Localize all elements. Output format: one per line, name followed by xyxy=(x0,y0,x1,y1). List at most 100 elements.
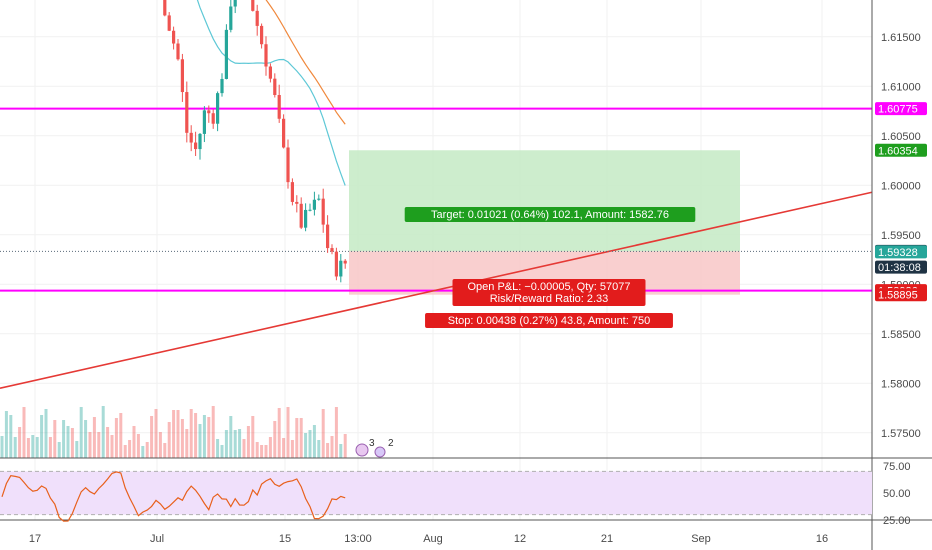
price-badge-entry[interactable]: 1.59328 xyxy=(875,245,927,259)
candle-body[interactable] xyxy=(321,198,325,225)
candle-body[interactable] xyxy=(277,95,281,119)
candle-body[interactable] xyxy=(176,43,180,60)
candle-body[interactable] xyxy=(185,92,189,133)
event-count: 3 xyxy=(369,438,375,449)
candle-body[interactable] xyxy=(189,132,193,143)
candle-body[interactable] xyxy=(334,251,338,277)
stop-label[interactable]: Stop: 0.00438 (0.27%) 43.8, Amount: 750 xyxy=(425,313,673,328)
candle-body[interactable] xyxy=(330,248,334,252)
open-pnl-label-text: Risk/Reward Ratio: 2.33 xyxy=(490,293,609,305)
open-pnl-label[interactable]: Open P&L: −0.00005, Qty: 57077Risk/Rewar… xyxy=(452,279,646,306)
volume-bar xyxy=(128,440,132,458)
price-badge-level[interactable]: 1.60775 xyxy=(875,102,927,116)
candle-body[interactable] xyxy=(268,66,272,79)
candle-body[interactable] xyxy=(339,260,343,277)
candle-body[interactable] xyxy=(290,182,294,202)
volume-bar xyxy=(31,435,35,458)
volume-bar xyxy=(211,406,215,458)
stop-label-text: Stop: 0.00438 (0.27%) 43.8, Amount: 750 xyxy=(448,315,650,327)
volume-bar xyxy=(106,427,110,458)
candle-body[interactable] xyxy=(194,142,198,150)
volume-bar xyxy=(229,416,233,458)
ma-slow-line[interactable] xyxy=(174,0,346,125)
event-count: 2 xyxy=(388,438,394,449)
volume-bar xyxy=(150,416,154,458)
trend-line[interactable] xyxy=(0,191,873,390)
volume-bar xyxy=(343,434,347,458)
rsi-line[interactable] xyxy=(1,471,346,522)
candle-body[interactable] xyxy=(343,260,347,264)
candle-body[interactable] xyxy=(299,203,303,228)
candle-body[interactable] xyxy=(180,59,184,93)
candle-body[interactable] xyxy=(304,209,308,228)
candle-body[interactable] xyxy=(172,30,176,44)
candle-body[interactable] xyxy=(264,44,268,67)
rsi-tick-label: 50.00 xyxy=(883,488,911,500)
volume-bar xyxy=(216,439,220,458)
volume-bar xyxy=(290,440,294,458)
candle-body[interactable] xyxy=(220,78,224,94)
time-tick-label: 16 xyxy=(816,533,828,545)
price-tick-label: 1.60500 xyxy=(881,131,921,143)
volume-bar xyxy=(110,435,114,458)
event-icon[interactable] xyxy=(355,443,369,457)
volume-bar xyxy=(176,410,180,458)
candle-body[interactable] xyxy=(229,6,233,30)
event-icon[interactable] xyxy=(374,446,386,458)
candle-body[interactable] xyxy=(198,133,202,150)
ma-fast-line[interactable] xyxy=(86,0,346,186)
target-zone[interactable] xyxy=(349,150,740,252)
volume-bar xyxy=(308,430,312,458)
volume-bar xyxy=(44,409,48,458)
price-tick-label: 1.58500 xyxy=(881,329,921,341)
volume-bar xyxy=(97,432,101,458)
candle-body[interactable] xyxy=(282,118,286,148)
candle-body[interactable] xyxy=(216,93,220,124)
candle-body[interactable] xyxy=(202,110,206,134)
price-tick-label: 1.58000 xyxy=(881,378,921,390)
candle-body[interactable] xyxy=(167,15,171,31)
candle-body[interactable] xyxy=(273,78,277,96)
candle-body[interactable] xyxy=(295,201,299,204)
candle-body[interactable] xyxy=(308,209,312,211)
candle-body[interactable] xyxy=(233,0,237,7)
volume-bar xyxy=(185,429,189,458)
volume-bar xyxy=(255,442,259,458)
candle-body[interactable] xyxy=(317,198,321,200)
volume-bar xyxy=(79,407,83,458)
volume-bar xyxy=(260,445,264,458)
volume-bar xyxy=(202,415,206,458)
candle-body[interactable] xyxy=(255,10,259,26)
volume-bar xyxy=(53,420,57,458)
volume-bar xyxy=(167,422,171,458)
price-tick-label: 1.61000 xyxy=(881,81,921,93)
candle-body[interactable] xyxy=(211,113,215,124)
candle-body[interactable] xyxy=(326,224,330,249)
candle-body[interactable] xyxy=(163,0,167,16)
volume-bar xyxy=(238,429,242,458)
volume-bar xyxy=(136,434,140,458)
candle-body[interactable] xyxy=(251,0,255,11)
rsi-pane[interactable] xyxy=(0,470,872,522)
candle-body[interactable] xyxy=(286,147,290,183)
volume-bar xyxy=(163,443,167,458)
price-tick-label: 1.59500 xyxy=(881,230,921,242)
price-badge-stop[interactable]: 1.58895 xyxy=(875,288,927,302)
candle-body[interactable] xyxy=(260,25,264,45)
time-tick-label: Aug xyxy=(423,533,443,545)
price-badge-target[interactable]: 1.60354 xyxy=(875,143,927,158)
volume-bar xyxy=(70,428,74,458)
volume-bar xyxy=(264,445,268,458)
price-badge-timer[interactable]: 01:38:08 xyxy=(875,260,927,275)
candles xyxy=(163,0,347,283)
time-tick-label: Sep xyxy=(691,533,711,545)
candle-body[interactable] xyxy=(312,199,316,210)
volume-bar xyxy=(40,415,44,458)
volume-bar xyxy=(312,425,316,458)
target-label[interactable]: Target: 0.01021 (0.64%) 102.1, Amount: 1… xyxy=(404,207,696,222)
candle-body[interactable] xyxy=(207,110,211,114)
open-pnl-label-text: Open P&L: −0.00005, Qty: 57077 xyxy=(468,281,631,293)
candle-body[interactable] xyxy=(224,29,228,79)
